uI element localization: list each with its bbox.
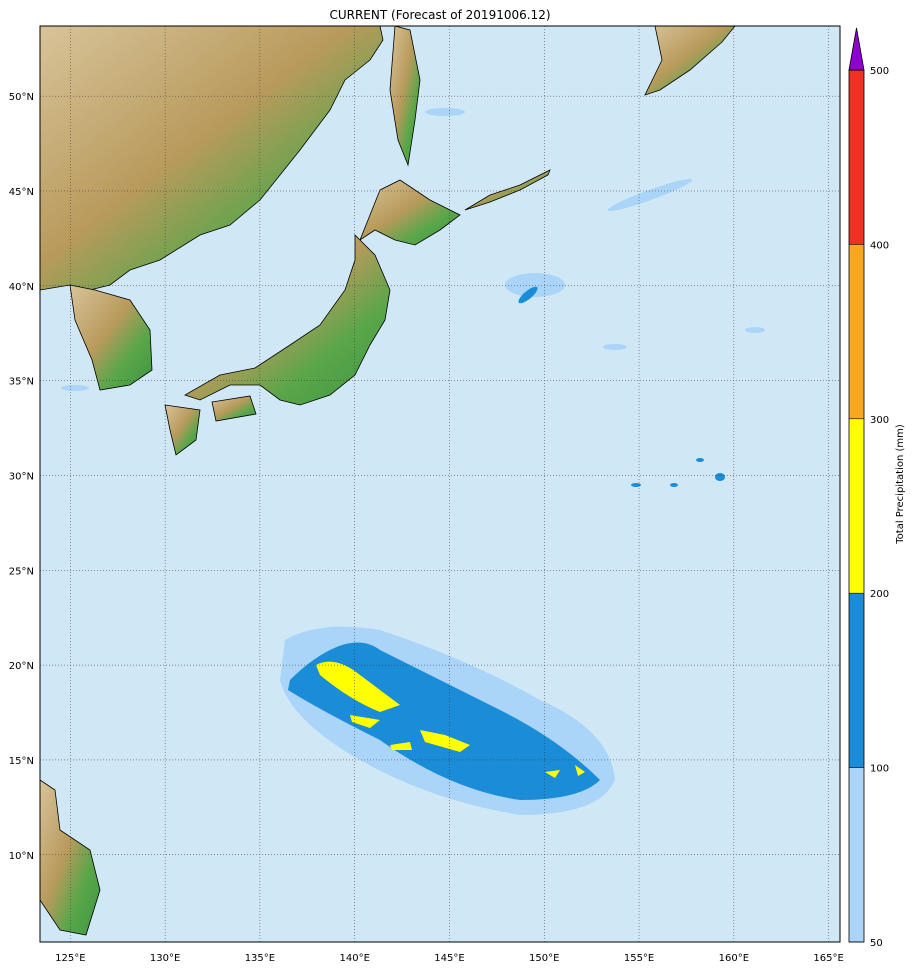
- colorbar-extend-arrow: [848, 27, 865, 71]
- lon-tick-label: 125°E: [55, 953, 85, 964]
- precip-50-100: [61, 385, 89, 391]
- chart-title: CURRENT (Forecast of 20191006.12): [329, 8, 551, 22]
- lat-tick-label: 40°N: [9, 282, 34, 293]
- colorbar-segment: [849, 767, 864, 942]
- colorbar-tick-label: 300: [870, 415, 889, 426]
- lat-tick-label: 10°N: [9, 851, 34, 862]
- lon-tick-label: 155°E: [624, 953, 654, 964]
- lon-tick-label: 145°E: [434, 953, 464, 964]
- lat-tick-label: 50°N: [9, 92, 34, 103]
- colorbar-tick-label: 400: [870, 240, 889, 251]
- lat-tick-label: 45°N: [9, 187, 34, 198]
- lat-tick-label: 25°N: [9, 566, 34, 577]
- kuril-islands: [464, 169, 551, 211]
- land-layer: [40, 26, 736, 936]
- colorbar-tick-label: 200: [870, 589, 889, 600]
- precip-50-100: [745, 327, 765, 333]
- colorbar-segment: [849, 593, 864, 768]
- precip-100-200: [518, 286, 538, 304]
- lon-tick-label: 130°E: [150, 953, 180, 964]
- precip-100-200: [696, 458, 704, 462]
- precip-200-300: [316, 661, 585, 778]
- lon-tick-label: 150°E: [529, 953, 559, 964]
- shikoku: [211, 395, 257, 422]
- lat-tick-label: 30°N: [9, 471, 34, 482]
- lat-tick-label: 20°N: [9, 661, 34, 672]
- colorbar-tick-label: 500: [870, 66, 889, 77]
- precipitation-layer: [61, 108, 765, 815]
- philippines: [40, 779, 101, 936]
- korea: [69, 284, 153, 391]
- precip-100-200: [670, 483, 678, 487]
- precip-100-200: [715, 473, 725, 481]
- precip-50-100: [425, 108, 465, 116]
- precip-50-100: [607, 178, 693, 212]
- colorbar-segment: [849, 418, 864, 594]
- kamchatka: [644, 26, 736, 96]
- lon-tick-label: 140°E: [339, 953, 369, 964]
- colorbar: 50 100 200 300 400 500: [848, 27, 889, 949]
- precip-50-100: [505, 273, 565, 297]
- colorbar-tick-label: 50: [870, 938, 883, 949]
- lon-tick-label: 165°E: [813, 953, 843, 964]
- colorbar-segment: [849, 70, 864, 245]
- sakhalin: [389, 26, 421, 167]
- lon-tick-label: 160°E: [719, 953, 749, 964]
- kyushu: [164, 404, 201, 456]
- colorbar-segment: [849, 244, 864, 419]
- lon-tick-label: 135°E: [245, 953, 275, 964]
- lat-tick-label: 35°N: [9, 377, 34, 388]
- axis-ticks: 125°E 130°E 135°E 140°E 145°E 150°E 155°E 160°E…: [9, 92, 844, 964]
- hokkaido: [359, 179, 461, 246]
- colorbar-tick-label: 100: [870, 764, 889, 775]
- honshu: [184, 234, 391, 406]
- precip-100-200: [631, 483, 641, 487]
- precip-50-100: [603, 344, 627, 350]
- colorbar-label: Total Precipitation (mm): [895, 424, 906, 545]
- lat-tick-label: 15°N: [9, 756, 34, 767]
- graticule: [40, 26, 840, 942]
- map-frame: [39, 25, 841, 943]
